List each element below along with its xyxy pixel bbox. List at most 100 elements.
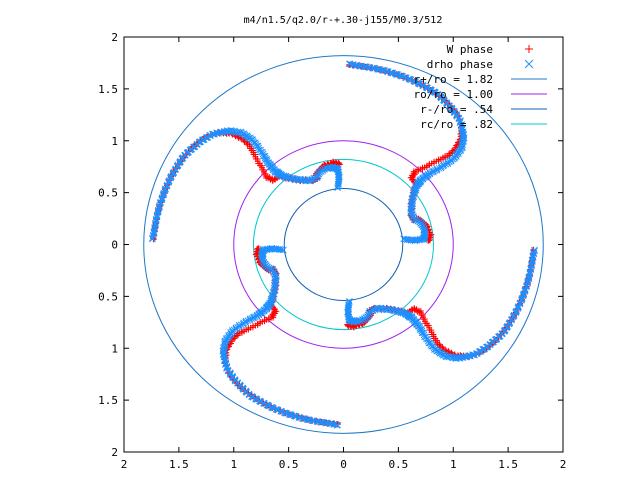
drho-phase-point [386, 306, 394, 314]
drho-phase-point [204, 133, 212, 141]
legend-sample [525, 45, 533, 53]
drho-phase-point [420, 329, 427, 337]
legend-label: drho phase [427, 58, 493, 71]
drho-phase-point [346, 60, 353, 68]
legend-label: ro/ro = 1.00 [414, 88, 493, 101]
drho-phase-point [289, 174, 297, 182]
drho-phase-point [158, 195, 166, 203]
drho-phase-point [225, 332, 232, 339]
drho-phase-point [531, 246, 538, 254]
drho-phase-point [293, 175, 301, 183]
circle-1 [233, 140, 454, 349]
drho-phase-point [211, 130, 218, 138]
drho-phase-point [160, 190, 167, 198]
drho-phase-point [295, 414, 303, 421]
circle-2 [283, 187, 404, 302]
drho-phase-point [433, 165, 441, 173]
drho-phase-point [394, 71, 402, 78]
drho-phase-point [263, 263, 271, 271]
x-tick-label: 1 [230, 458, 237, 471]
drho-phase-point [160, 189, 168, 197]
x-tick-label: 0 [340, 458, 347, 471]
drho-phase-point [475, 348, 483, 356]
y-tick-label: 1.5 [98, 394, 118, 407]
drho-phase-point [523, 283, 530, 291]
w-phase-point [235, 135, 242, 142]
drho-phase-point [388, 69, 396, 77]
drho-phase-point [409, 197, 417, 205]
drho-phase-point [469, 351, 476, 359]
drho-phase-point [416, 218, 424, 226]
x-tick-label: 0.5 [388, 458, 408, 471]
drho-phase-point [520, 291, 527, 299]
drho-phase-point [286, 411, 294, 419]
drho-phase-point [200, 136, 208, 143]
drho-phase-point [390, 307, 398, 315]
drho-phase-point [452, 153, 460, 160]
drho-phase-point [157, 198, 164, 206]
drho-phase-point [521, 286, 529, 294]
w-phase-series [150, 61, 537, 428]
circle-0 [143, 55, 544, 434]
drho-phase-point [334, 421, 341, 429]
legend-label: rc/ro = .82 [420, 118, 493, 131]
drho-phase-point [291, 412, 299, 420]
drho-phase-series [149, 60, 538, 429]
w-phase-point [227, 340, 234, 347]
drho-phase-point [519, 292, 527, 300]
y-tick-label: 1 [111, 342, 118, 355]
w-phase-point [445, 347, 452, 354]
circle-3 [253, 158, 434, 331]
x-tick-label: 1.5 [498, 458, 518, 471]
drho-phase-point [316, 168, 323, 176]
x-tick-label: 1.5 [169, 458, 189, 471]
x-tick-label: 1 [450, 458, 457, 471]
drho-phase-point [389, 69, 397, 77]
drho-phase-point [455, 150, 462, 157]
drho-phase-point [439, 351, 447, 359]
reference-circles [143, 55, 544, 434]
y-tick-label: 2 [111, 446, 118, 459]
drho-phase-point [424, 335, 432, 343]
x-tick-label: 2 [560, 458, 567, 471]
legend: W phase drho phase r+/ro = 1.82 ro/ro = 1.0… [414, 43, 547, 131]
axis-ticks: 2 1.5 1 0.5 0 0.5 1 1.5 221.510.500.511.52 [98, 31, 566, 471]
drho-phase-point [384, 68, 392, 75]
legend-sample [524, 59, 534, 69]
drho-phase-point [260, 152, 267, 160]
legend-label: r-/ro = .54 [420, 103, 493, 116]
drho-phase-point [269, 288, 277, 296]
y-tick-label: 2 [111, 31, 118, 44]
drho-phase-point [255, 146, 263, 154]
drho-phase-point [285, 411, 293, 418]
drho-phase-point [436, 349, 444, 357]
legend-label: W phase [447, 43, 493, 56]
drho-phase-point [290, 412, 298, 420]
drho-phase-point [158, 194, 166, 202]
drho-phase-point [393, 70, 401, 78]
drho-phase-point [246, 316, 254, 324]
drho-phase-point [433, 347, 440, 355]
legend-label: r+/ro = 1.82 [414, 73, 493, 86]
y-tick-label: 0.5 [98, 290, 118, 303]
w-phase-point [453, 142, 460, 149]
drho-phase-point [410, 193, 418, 201]
drho-phase-point [239, 320, 247, 328]
drho-phase-point [521, 287, 529, 295]
y-tick-label: 1 [111, 135, 118, 148]
x-tick-label: 0.5 [279, 458, 299, 471]
drho-phase-point [364, 313, 371, 321]
drho-phase-point [243, 132, 251, 140]
drho-phase-point [270, 284, 278, 292]
y-tick-label: 0.5 [98, 187, 118, 200]
drho-phase-point [149, 235, 156, 243]
x-tick-label: 2 [121, 458, 128, 471]
drho-phase-point [479, 346, 487, 353]
drho-phase-point [240, 130, 248, 138]
drho-phase-point [227, 329, 235, 336]
drho-phase-point [440, 161, 448, 169]
chart-title: m4/n1.5/q2.0/r-+.30-j155/M0.3/512 [244, 15, 443, 26]
drho-phase-point [247, 134, 254, 142]
plot-frame [123, 36, 564, 453]
